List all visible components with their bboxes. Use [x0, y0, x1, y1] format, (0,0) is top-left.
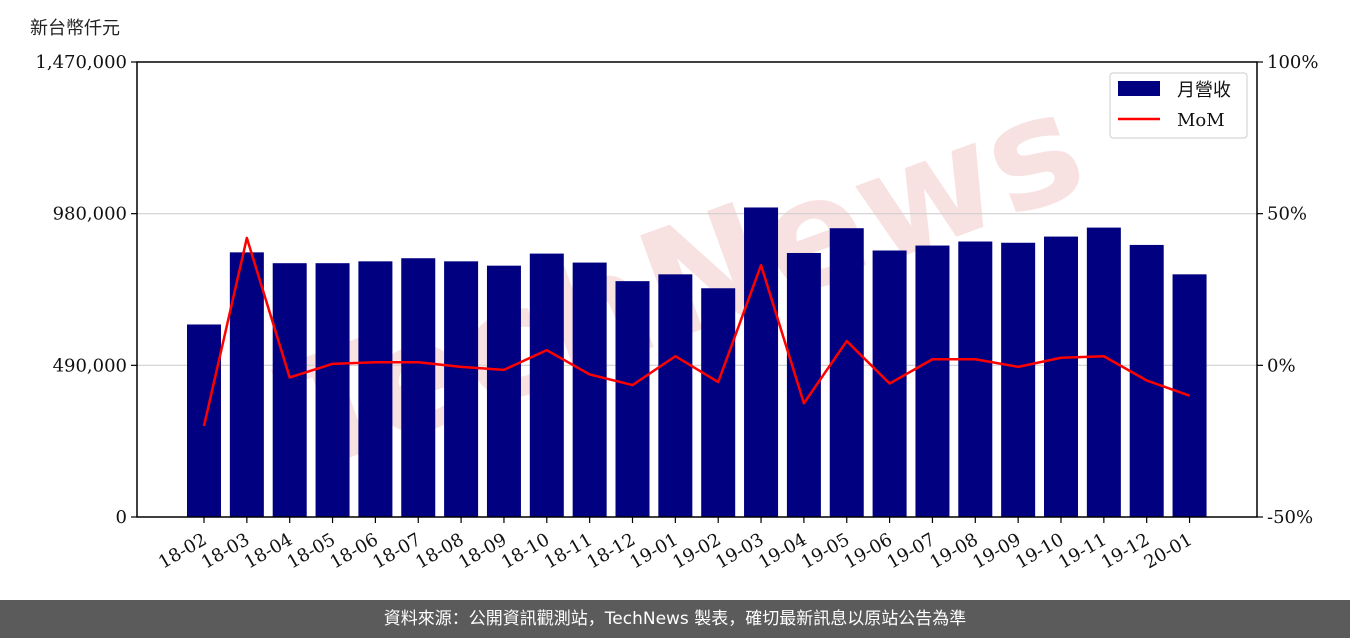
bar-19-11	[1086, 227, 1121, 517]
left-y-axis-ticks: 0 490,000 980,000 1,470,000	[35, 52, 137, 528]
bar-18-03	[229, 252, 264, 517]
x-tick-label: 18-09	[455, 529, 510, 573]
bar-20-01	[1172, 274, 1207, 517]
right-y-axis-ticks: -50% 0% 50% 100%	[1257, 52, 1318, 528]
x-tick-label: 19-08	[926, 529, 981, 573]
x-tick-label: 19-10	[1012, 529, 1067, 573]
bar-18-12	[615, 281, 650, 517]
axes	[136, 61, 1258, 518]
x-tick-label: 19-04	[755, 529, 810, 573]
bar-18-09	[486, 265, 521, 517]
x-tick-label: 19-09	[969, 529, 1024, 573]
x-tick-label: 18-06	[326, 529, 381, 573]
x-tick-label: 20-01	[1141, 529, 1196, 573]
source-footer: 資料來源：公開資訊觀測站，TechNews 製表，確切最新訊息以原站公告為準	[0, 600, 1350, 638]
legend-bar-label: 月營收	[1177, 80, 1231, 101]
x-tick-label: 18-03	[198, 529, 253, 573]
x-tick-label: 18-07	[369, 529, 424, 573]
legend-bar-swatch	[1118, 81, 1160, 96]
bar-18-08	[444, 261, 479, 517]
x-tick-label: 18-11	[541, 529, 596, 573]
left-y-tick-label: 490,000	[53, 355, 127, 376]
left-y-tick-label: 1,470,000	[35, 52, 127, 73]
x-tick-label: 19-01	[626, 529, 681, 573]
bar-series	[187, 207, 1207, 518]
x-tick-label: 19-11	[1055, 529, 1110, 573]
bar-19-07	[915, 245, 950, 518]
bar-19-10	[1044, 236, 1078, 518]
x-tick-label: 19-12	[1098, 529, 1153, 573]
bar-19-03	[744, 207, 779, 517]
bar-19-02	[701, 288, 736, 517]
mom-line	[202, 236, 1190, 427]
bar-18-04	[272, 263, 307, 517]
x-tick-label: 18-10	[498, 529, 553, 573]
right-y-tick-label: 50%	[1267, 204, 1307, 225]
bar-19-01	[658, 274, 693, 517]
x-tick-label: 19-05	[798, 529, 853, 573]
x-tick-label: 19-03	[712, 529, 767, 573]
bar-19-08	[958, 241, 993, 517]
x-tick-label: 18-12	[584, 529, 639, 573]
right-y-tick-label: 0%	[1267, 355, 1296, 376]
bar-18-05	[315, 263, 350, 517]
bar-18-07	[401, 258, 436, 517]
mom-line-series	[202, 236, 1190, 427]
bar-18-10	[529, 253, 564, 517]
y-axis-unit-label: 新台幣仟元	[30, 18, 120, 39]
left-y-tick-label: 980,000	[53, 204, 127, 225]
revenue-chart: TechNews 18-0218-0318-0418-0518-0618-071…	[35, 52, 1318, 573]
x-tick-label: 18-02	[155, 529, 210, 573]
x-tick-label: 18-05	[284, 529, 339, 573]
left-y-tick-label: 0	[116, 507, 127, 528]
bar-18-06	[358, 261, 393, 517]
legend-line-label: MoM	[1177, 110, 1225, 131]
x-tick-label: 18-08	[412, 529, 467, 573]
bar-19-05	[829, 228, 864, 517]
x-tick-label: 19-07	[884, 529, 939, 573]
x-tick-label: 18-04	[241, 529, 296, 573]
legend: 月營收 MoM	[1109, 72, 1248, 139]
x-tick-label: 19-02	[669, 529, 724, 573]
bar-19-09	[1001, 242, 1036, 517]
x-tick-label: 19-06	[841, 529, 896, 573]
right-y-tick-label: -50%	[1267, 507, 1313, 528]
bar-18-11	[572, 262, 607, 517]
right-y-tick-label: 100%	[1267, 52, 1318, 73]
plot-frame	[136, 61, 1258, 518]
x-axis-ticks: 18-0218-0318-0418-0518-0618-0718-0818-09…	[155, 517, 1196, 573]
